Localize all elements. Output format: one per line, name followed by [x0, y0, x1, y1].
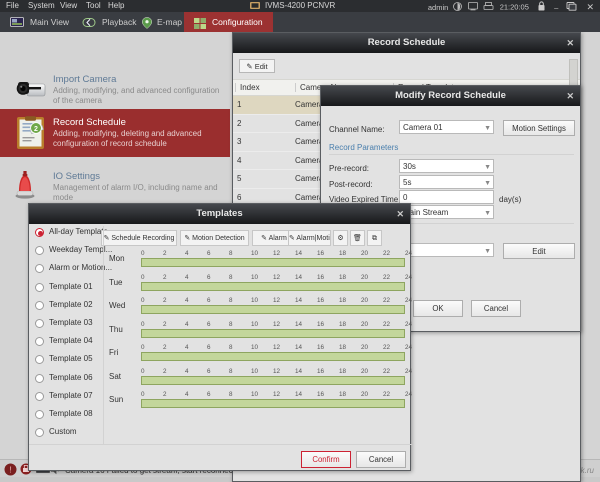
svg-text:2: 2: [34, 126, 38, 133]
svg-text:!: !: [9, 465, 11, 474]
